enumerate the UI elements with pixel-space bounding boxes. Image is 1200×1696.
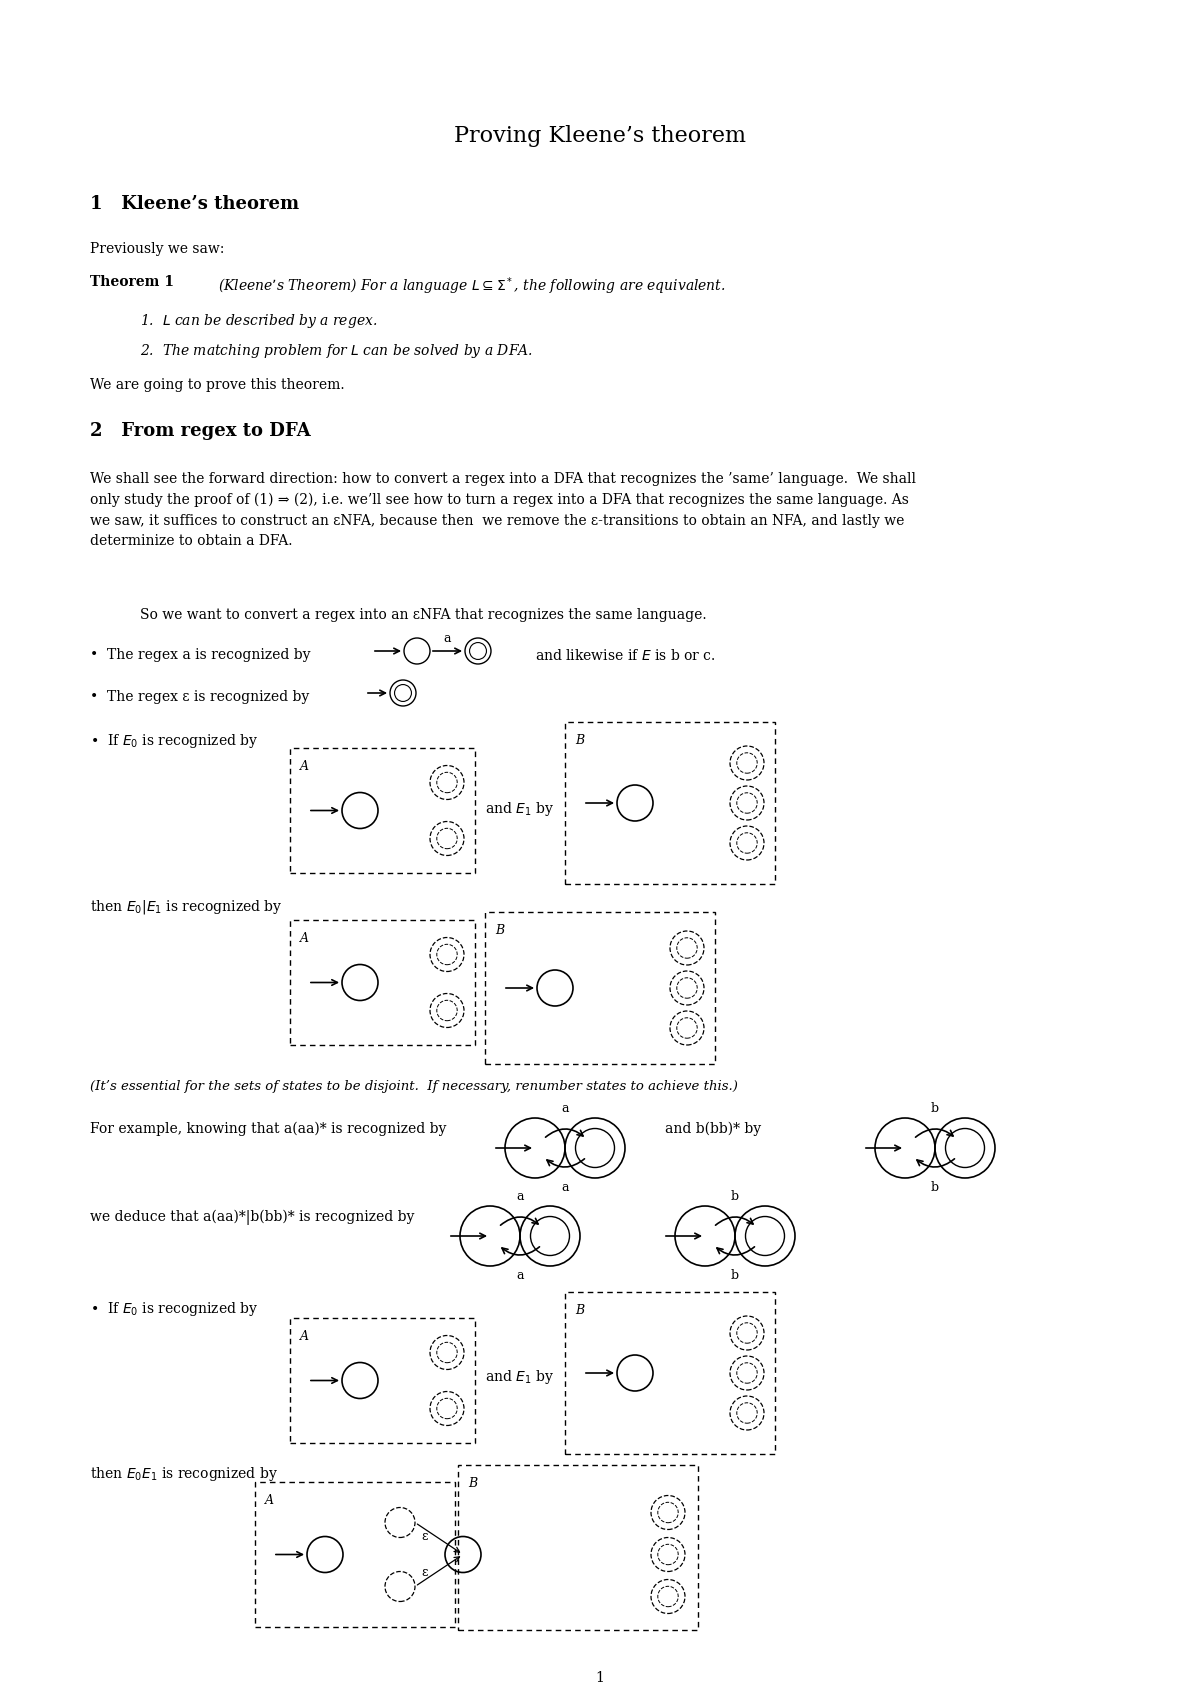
Text: then $E_0|E_1$ is recognized by: then $E_0|E_1$ is recognized by: [90, 897, 282, 916]
Bar: [290, 1318, 475, 1443]
Text: b: b: [731, 1269, 739, 1282]
Text: A: A: [300, 1330, 310, 1343]
Text: b: b: [931, 1102, 940, 1114]
Text: We are going to prove this theorem.: We are going to prove this theorem.: [90, 378, 344, 392]
Text: A: A: [300, 933, 310, 945]
Text: For example, knowing that a(aa)* is recognized by: For example, knowing that a(aa)* is reco…: [90, 1123, 446, 1136]
Text: b: b: [931, 1180, 940, 1194]
Text: •  The regex a is recognized by: • The regex a is recognized by: [90, 648, 311, 661]
Text: B: B: [468, 1477, 478, 1491]
Text: Proving Kleene’s theorem: Proving Kleene’s theorem: [454, 126, 746, 148]
Text: a: a: [516, 1269, 523, 1282]
Text: a: a: [562, 1102, 569, 1114]
Text: ε: ε: [421, 1565, 428, 1579]
Text: we deduce that a(aa)*|b(bb)* is recognized by: we deduce that a(aa)*|b(bb)* is recogniz…: [90, 1209, 414, 1226]
Text: B: B: [575, 1304, 584, 1318]
Text: So we want to convert a regex into an εNFA that recognizes the same language.: So we want to convert a regex into an εN…: [140, 607, 707, 622]
Text: (It’s essential for the sets of states to be disjoint.  If necessary, renumber s: (It’s essential for the sets of states t…: [90, 1080, 738, 1092]
Text: a: a: [562, 1180, 569, 1194]
Text: a: a: [444, 633, 451, 644]
Text: A: A: [300, 760, 310, 773]
Text: and $E_1$ by: and $E_1$ by: [485, 1369, 554, 1386]
Text: B: B: [575, 734, 584, 746]
Text: 1   Kleene’s theorem: 1 Kleene’s theorem: [90, 195, 299, 214]
Text: (Kleene’s Theorem) For a language $L \subseteq \Sigma^*$, the following are equi: (Kleene’s Theorem) For a language $L \su…: [218, 275, 726, 297]
Bar: [290, 919, 475, 1045]
Text: •  If $E_0$ is recognized by: • If $E_0$ is recognized by: [90, 1301, 258, 1318]
Text: •  The regex ε is recognized by: • The regex ε is recognized by: [90, 690, 310, 704]
Text: and b(bb)* by: and b(bb)* by: [665, 1123, 761, 1136]
Text: then $E_0 E_1$ is recognized by: then $E_0 E_1$ is recognized by: [90, 1465, 278, 1482]
Bar: [254, 1482, 455, 1626]
Bar: [565, 722, 775, 884]
Text: A: A: [265, 1494, 274, 1508]
Bar: [458, 1465, 698, 1630]
Text: b: b: [731, 1191, 739, 1202]
Text: a: a: [516, 1191, 523, 1202]
Text: Theorem 1: Theorem 1: [90, 275, 179, 288]
Bar: [485, 912, 715, 1063]
Text: 1.  $L$ can be described by a regex.: 1. $L$ can be described by a regex.: [140, 312, 377, 331]
Text: ε: ε: [421, 1530, 428, 1543]
Text: 1: 1: [595, 1671, 605, 1686]
Text: We shall see the forward direction: how to convert a regex into a DFA that recog: We shall see the forward direction: how …: [90, 471, 916, 548]
Text: and likewise if $E$ is b or c.: and likewise if $E$ is b or c.: [535, 648, 715, 663]
Text: Previously we saw:: Previously we saw:: [90, 243, 224, 256]
Text: B: B: [494, 924, 504, 936]
Text: •  If $E_0$ is recognized by: • If $E_0$ is recognized by: [90, 733, 258, 750]
Text: 2   From regex to DFA: 2 From regex to DFA: [90, 422, 311, 439]
Bar: [565, 1292, 775, 1453]
Text: and $E_1$ by: and $E_1$ by: [485, 801, 554, 817]
Text: 2.  The matching problem for $L$ can be solved by a DFA.: 2. The matching problem for $L$ can be s…: [140, 343, 533, 360]
Bar: [290, 748, 475, 873]
